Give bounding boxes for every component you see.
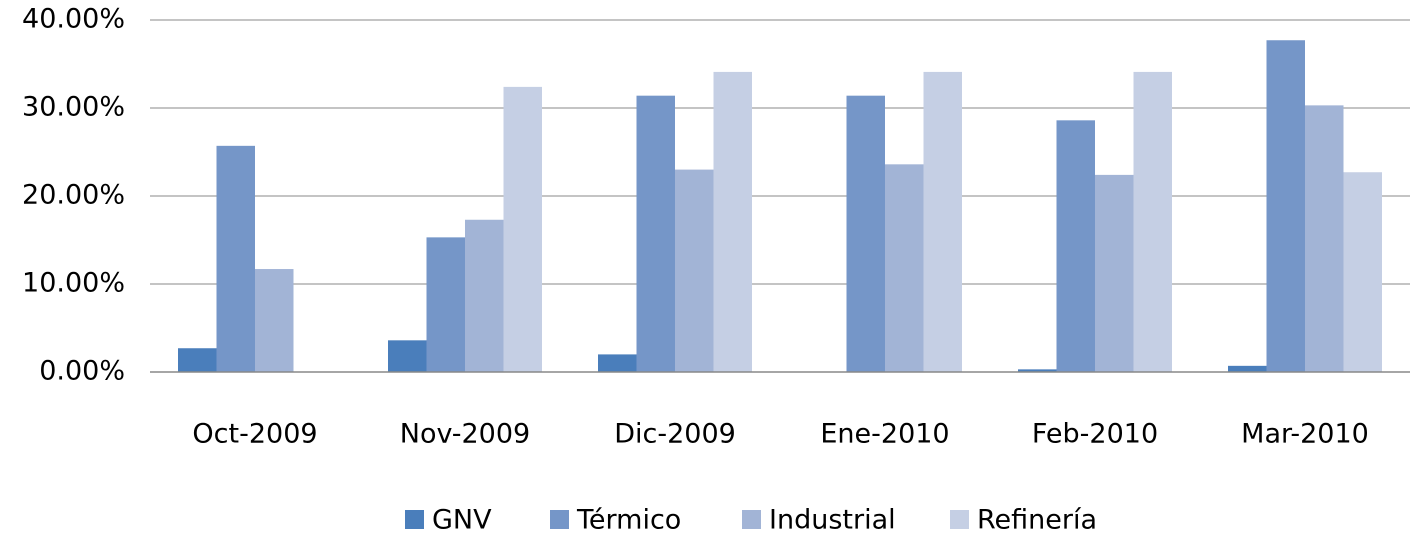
bar	[923, 71, 962, 373]
legend-swatch	[405, 510, 424, 529]
x-tick-label: Nov-2009	[400, 419, 530, 450]
bar	[713, 71, 752, 373]
bar	[1305, 105, 1344, 373]
bar	[846, 95, 885, 373]
bar	[1133, 71, 1172, 373]
bar	[675, 169, 714, 372]
legend-label: Industrial	[769, 505, 896, 536]
x-tick-label: Feb-2010	[1032, 419, 1158, 450]
bar	[178, 348, 217, 372]
bar	[1095, 174, 1134, 372]
bar	[503, 86, 542, 372]
y-tick-label: 10.00%	[22, 268, 125, 299]
legend-swatch	[550, 510, 569, 529]
x-tick-label: Ene-2010	[820, 419, 949, 450]
bar	[465, 219, 504, 372]
bar	[598, 354, 637, 372]
y-tick-label: 0.00%	[39, 356, 125, 387]
bar	[1266, 40, 1305, 373]
y-tick-label: 30.00%	[22, 92, 125, 123]
bar	[1056, 120, 1095, 372]
bar	[1343, 172, 1382, 372]
x-tick-label: Mar-2010	[1241, 419, 1369, 450]
bar	[216, 145, 255, 372]
bar	[1018, 369, 1057, 372]
legend-label: Refinería	[977, 505, 1097, 536]
legend-swatch	[742, 510, 761, 529]
x-tick-label: Dic-2009	[614, 419, 736, 450]
legend-label: Térmico	[576, 505, 681, 536]
bar	[388, 340, 427, 372]
y-tick-label: 20.00%	[22, 180, 125, 211]
bar	[426, 237, 465, 372]
bar	[255, 269, 294, 372]
bar	[885, 164, 924, 372]
bar	[1228, 365, 1267, 372]
x-tick-label: Oct-2009	[192, 419, 317, 450]
legend-label: GNV	[432, 505, 492, 536]
bar	[636, 95, 675, 373]
y-tick-label: 40.00%	[22, 4, 125, 35]
legend-swatch	[950, 510, 969, 529]
